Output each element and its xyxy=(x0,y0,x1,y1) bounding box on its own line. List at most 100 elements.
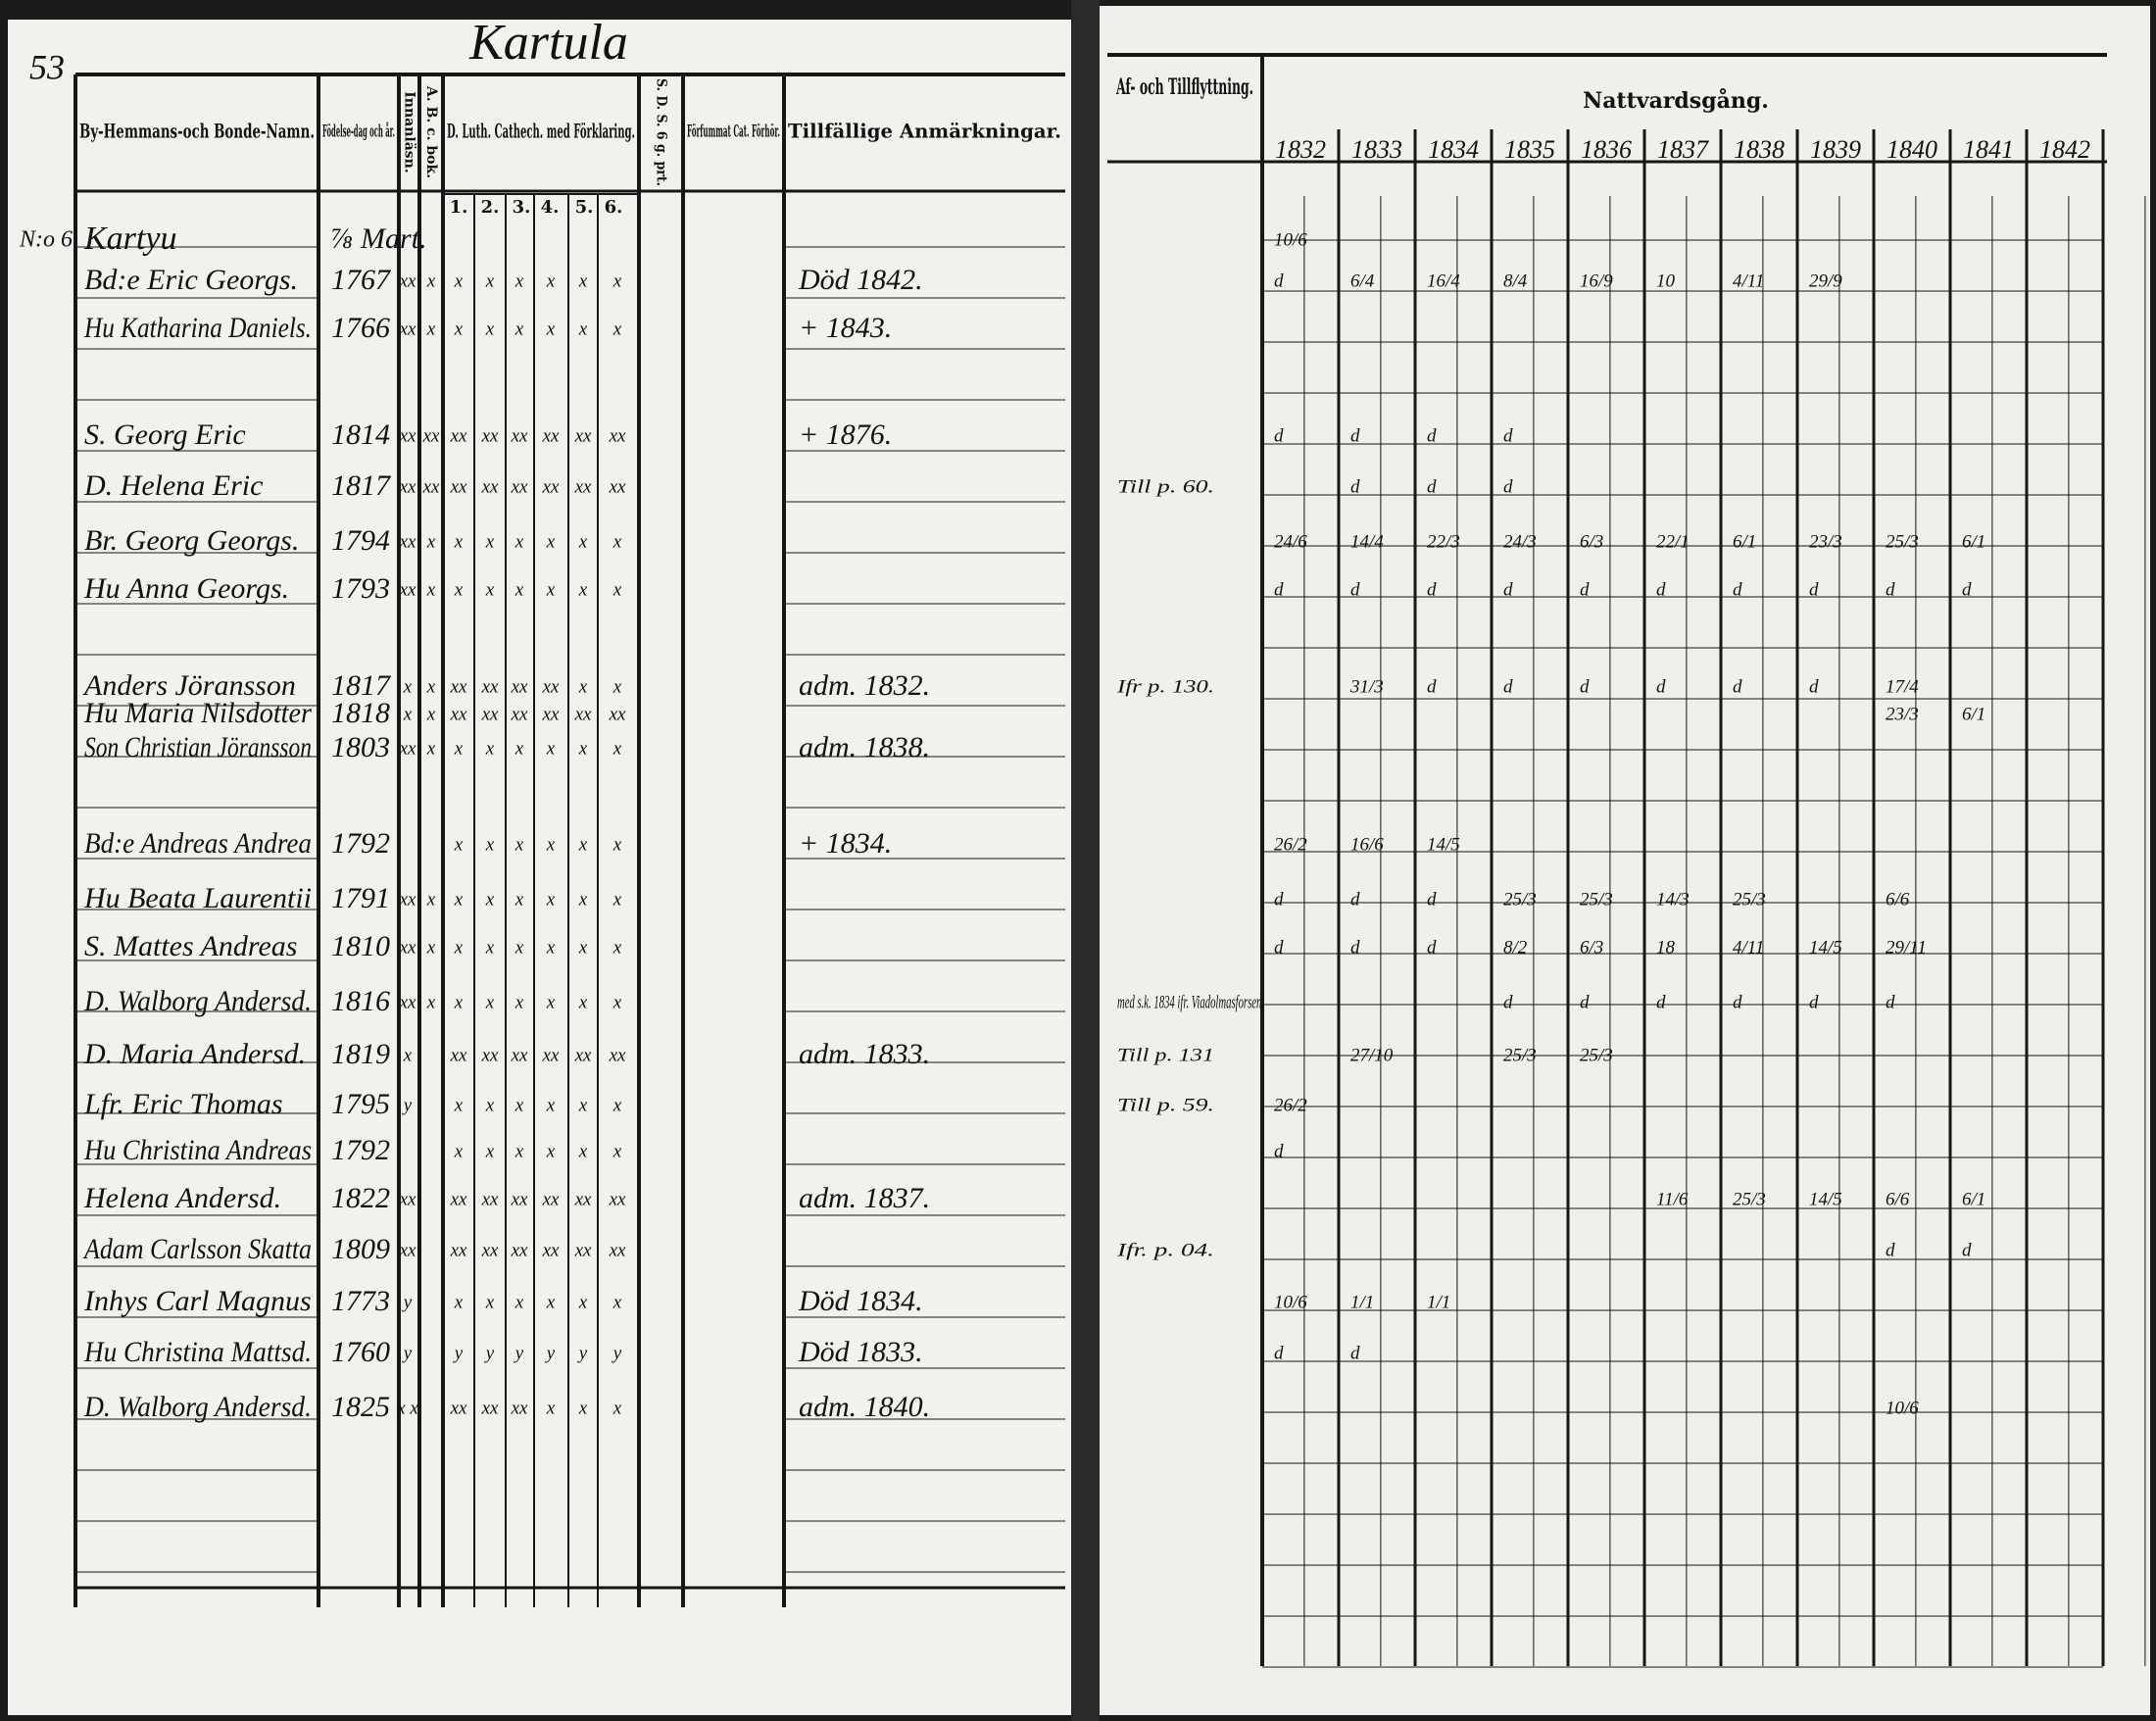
communion-date: 25/3 xyxy=(1733,1189,1766,1209)
catechism-column: 4. xyxy=(541,197,560,218)
reading-mark: x xyxy=(514,738,524,759)
column-header: Innanläsn. xyxy=(402,91,417,172)
page-number: 53 xyxy=(29,47,65,86)
reading-mark: xx xyxy=(399,579,416,600)
reading-mark: x xyxy=(612,834,622,855)
communion-date: d xyxy=(1503,425,1513,446)
communion-date: 17/4 xyxy=(1886,676,1919,697)
communion-date: 1/1 xyxy=(1427,1292,1450,1312)
reading-mark: xx xyxy=(450,476,467,497)
communion-date: 23/3 xyxy=(1886,704,1919,724)
reading-mark: x xyxy=(578,992,588,1012)
person-name: Inhys Carl Magnus xyxy=(83,1285,312,1317)
reading-mark: xx xyxy=(511,1045,528,1065)
birth-date: 1767 xyxy=(331,264,392,296)
year-header: 1836 xyxy=(1581,135,1632,164)
birth-date: 1792 xyxy=(331,1134,390,1166)
moved-note: Ifr p. 130. xyxy=(1116,676,1214,697)
birth-date: 1825 xyxy=(331,1391,390,1423)
year-header: 1837 xyxy=(1657,135,1709,164)
reading-mark: x xyxy=(514,531,524,552)
reading-mark: x xyxy=(612,992,622,1012)
reading-mark: x xyxy=(454,1292,464,1312)
reading-mark: x xyxy=(546,834,556,855)
reading-mark: x xyxy=(485,1292,495,1312)
reading-mark: xx xyxy=(450,1189,467,1209)
reading-mark: y xyxy=(402,1343,413,1363)
communion-date: 26/2 xyxy=(1274,1095,1307,1115)
moved-note: Till p. 131 xyxy=(1117,1045,1214,1065)
reading-mark: xx xyxy=(481,1398,499,1418)
reading-mark: x xyxy=(485,738,495,759)
reading-mark: xx xyxy=(399,937,416,958)
reading-mark: x xyxy=(454,992,464,1012)
reading-mark: x xyxy=(578,531,588,552)
communion-date: 6/1 xyxy=(1962,1189,1985,1209)
communion-date: 29/9 xyxy=(1809,270,1842,291)
communion-date: 26/2 xyxy=(1274,834,1307,855)
reading-mark: x xyxy=(514,1141,524,1161)
reading-mark: xx xyxy=(481,1045,499,1065)
reading-mark: xx xyxy=(542,704,560,724)
person-name: Hu Beata Laurentii xyxy=(83,882,312,914)
communion-date: d xyxy=(1350,937,1360,958)
communion-date: d xyxy=(1350,425,1360,446)
birth-date: 1760 xyxy=(331,1336,390,1368)
communion-date: 6/3 xyxy=(1580,531,1603,552)
year-header: 1835 xyxy=(1504,135,1555,164)
reading-mark: x xyxy=(546,1292,556,1312)
communion-date: 10/6 xyxy=(1886,1398,1919,1418)
communion-date: d xyxy=(1733,992,1742,1012)
person-name: Hu Christina Mattsd. xyxy=(83,1336,312,1368)
remark: adm. 1840. xyxy=(799,1391,930,1423)
birth-date: 1817 xyxy=(331,669,392,702)
communion-date: 29/11 xyxy=(1886,937,1927,958)
communion-date: 24/6 xyxy=(1274,531,1307,552)
person-name: Lfr. Eric Thomas xyxy=(83,1088,283,1120)
person-name: D. Walborg Andersd. xyxy=(83,1391,312,1423)
reading-mark: y xyxy=(514,1343,524,1363)
reading-mark: xx xyxy=(399,1189,416,1209)
person-name: S. Mattes Andreas xyxy=(84,930,298,962)
reading-mark: x xyxy=(454,889,464,910)
birth-date: 1822 xyxy=(331,1182,390,1214)
communion-date: d xyxy=(1350,889,1360,910)
communion-date: 31/3 xyxy=(1349,676,1384,697)
reading-mark: x xyxy=(485,319,495,339)
reading-mark: y xyxy=(402,1095,413,1115)
communion-date: 1/1 xyxy=(1350,1292,1374,1312)
communion-date: d xyxy=(1274,889,1284,910)
reading-mark: x xyxy=(578,738,588,759)
communion-date: 24/3 xyxy=(1503,531,1537,552)
reading-mark: x xyxy=(426,889,436,910)
reading-mark: x xyxy=(612,1292,622,1312)
communion-date: d xyxy=(1580,676,1590,697)
reading-mark: xx xyxy=(542,1045,560,1065)
year-header: 1842 xyxy=(2039,135,2090,164)
reading-mark: x xyxy=(426,676,436,697)
communion-date: d xyxy=(1503,476,1513,497)
reading-mark: x xyxy=(403,1045,413,1065)
reading-mark: xx xyxy=(609,1045,626,1065)
reading-mark: x xyxy=(426,738,436,759)
remark: adm. 1832. xyxy=(799,669,930,702)
reading-mark: xx xyxy=(481,676,499,697)
reading-mark: xx xyxy=(542,1240,560,1260)
birth-date: 1792 xyxy=(331,827,390,860)
reading-mark: xx xyxy=(511,1398,528,1418)
communion-date: d xyxy=(1427,937,1437,958)
communion-date: 14/4 xyxy=(1350,531,1384,552)
reading-mark: xx xyxy=(542,1189,560,1209)
reading-mark: y xyxy=(484,1343,495,1363)
communion-date: d xyxy=(1962,1240,1972,1260)
communion-date: 18 xyxy=(1656,937,1676,958)
reading-mark: xx xyxy=(609,425,626,446)
moved-note: Till p. 59. xyxy=(1117,1095,1214,1115)
communion-date: d xyxy=(1809,579,1819,600)
reading-mark: x xyxy=(485,579,495,600)
reading-mark: x xyxy=(454,1095,464,1115)
birth-date: ⅞ Mart. xyxy=(331,222,427,255)
communion-date: 10 xyxy=(1656,270,1676,291)
person-name: Adam Carlsson Skatta xyxy=(82,1233,312,1265)
reading-mark: xx xyxy=(542,425,560,446)
